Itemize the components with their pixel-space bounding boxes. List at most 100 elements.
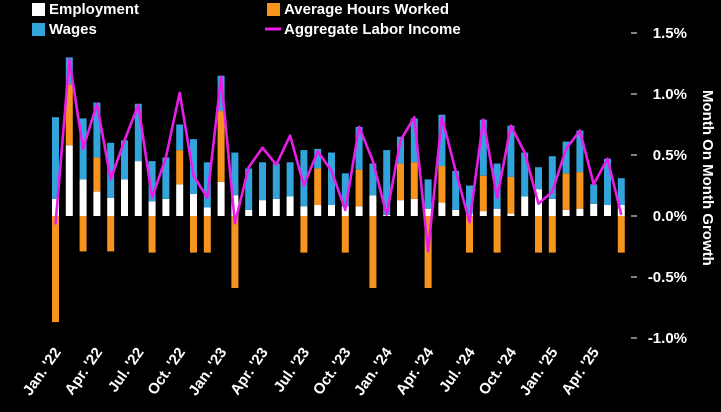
bar-wages-29 — [452, 170, 460, 210]
bar-employment-29 — [452, 209, 460, 216]
bar-wages-38 — [576, 130, 584, 173]
bar-wages-37 — [562, 141, 570, 174]
bar-average-hours-worked-32 — [493, 216, 501, 253]
x-tick-label-12: Jan. '25 — [516, 345, 561, 399]
y-tick-label-0: 1.5% — [653, 25, 687, 42]
bar-wages-9 — [176, 124, 184, 151]
bar-average-hours-worked-35 — [535, 216, 542, 253]
bar-wages-12 — [217, 75, 225, 112]
bar-employment-10 — [190, 194, 197, 216]
bar-employment-1 — [65, 145, 73, 216]
bar-average-hours-worked-25 — [397, 163, 404, 201]
bar-wages-20 — [328, 152, 335, 206]
x-tick-label-8: Jan. '24 — [351, 344, 397, 399]
bar-wages-32 — [493, 163, 501, 209]
line-aggregate-labor-income — [54, 58, 623, 253]
bar-average-hours-worked-36 — [548, 216, 556, 253]
y-tick-label-3: 0.0% — [653, 208, 687, 225]
bar-employment-32 — [493, 208, 501, 216]
bar-wages-14 — [245, 168, 253, 210]
bar-wages-15 — [259, 162, 266, 201]
bar-wages-13 — [231, 152, 239, 196]
bar-wages-16 — [272, 163, 280, 199]
bar-employment-4 — [107, 197, 115, 216]
bar-wages-8 — [162, 157, 170, 199]
legend-label-wages: Wages — [49, 21, 97, 38]
bar-wages-22 — [355, 126, 363, 170]
x-tick-label-11: Oct. '24 — [476, 344, 521, 398]
bar-average-hours-worked-4 — [107, 216, 115, 252]
bar-employment-40 — [604, 205, 611, 216]
legend-label-employment: Employment — [49, 1, 139, 18]
bar-average-hours-worked-1 — [65, 84, 73, 146]
bar-wages-17 — [286, 162, 294, 197]
bar-average-hours-worked-18 — [300, 216, 308, 253]
bar-employment-9 — [176, 184, 184, 216]
bar-employment-37 — [562, 209, 570, 216]
bar-average-hours-worked-7 — [148, 216, 156, 253]
bar-employment-28 — [438, 202, 446, 216]
bar-employment-12 — [217, 181, 225, 216]
x-tick-label-2: Jul. '22 — [105, 345, 148, 396]
x-tick-label-4: Jan. '23 — [185, 345, 230, 399]
bar-wages-18 — [300, 150, 308, 207]
bar-average-hours-worked-21 — [341, 216, 349, 253]
bar-average-hours-worked-10 — [190, 216, 197, 253]
bar-wages-33 — [507, 125, 515, 177]
bars-layer — [52, 57, 625, 323]
x-tick-label-10: Jul. '24 — [436, 344, 479, 395]
bar-wages-19 — [314, 148, 322, 169]
bar-employment-3 — [93, 191, 101, 216]
bar-employment-11 — [203, 207, 211, 216]
bar-employment-23 — [369, 195, 377, 216]
bar-employment-34 — [521, 196, 529, 216]
bar-employment-39 — [590, 203, 598, 216]
bar-employment-26 — [410, 198, 418, 216]
bar-employment-8 — [162, 198, 170, 216]
bar-employment-20 — [328, 205, 335, 216]
bar-employment-0 — [52, 198, 59, 216]
x-tick-label-6: Jul. '23 — [270, 345, 313, 396]
bar-employment-36 — [548, 198, 556, 216]
y-tick-label-1: 1.0% — [653, 86, 687, 103]
bar-wages-30 — [466, 185, 473, 214]
bar-employment-18 — [300, 206, 308, 216]
bar-wages-25 — [397, 136, 404, 164]
x-tick-label-9: Apr. '24 — [393, 344, 438, 398]
y-tick-label-4: -0.5% — [648, 269, 687, 286]
bar-employment-22 — [355, 206, 363, 216]
bar-employment-25 — [397, 200, 404, 216]
bar-employment-5 — [121, 179, 128, 216]
bar-wages-0 — [52, 117, 59, 199]
bar-employment-13 — [231, 195, 239, 216]
bar-wages-39 — [590, 184, 598, 204]
bar-employment-17 — [286, 196, 294, 216]
bar-wages-24 — [383, 150, 391, 215]
bar-wages-27 — [424, 179, 432, 209]
bar-average-hours-worked-22 — [355, 169, 363, 207]
bar-employment-14 — [245, 209, 253, 216]
y-tick-label-2: 0.5% — [653, 147, 687, 164]
bar-wages-6 — [134, 103, 142, 162]
bar-wages-34 — [521, 152, 529, 197]
y-axis-label: Month On Month Growth — [699, 90, 716, 266]
bar-wages-41 — [617, 178, 625, 206]
bar-wages-28 — [438, 114, 446, 166]
bar-wages-5 — [121, 140, 128, 180]
bar-average-hours-worked-30 — [466, 216, 473, 253]
bar-wages-21 — [341, 173, 349, 207]
bar-average-hours-worked-19 — [314, 168, 322, 206]
bar-average-hours-worked-41 — [617, 216, 625, 253]
bar-employment-33 — [507, 213, 515, 216]
legend-swatch-wages — [32, 23, 45, 36]
legend-label-aggregate-labor-income: Aggregate Labor Income — [284, 21, 461, 38]
legend-swatch-average-hours-worked — [267, 3, 280, 16]
bar-average-hours-worked-13 — [231, 216, 239, 288]
x-tick-label-0: Jan. '22 — [20, 345, 65, 399]
bar-average-hours-worked-0 — [52, 216, 59, 323]
bar-employment-2 — [79, 179, 87, 216]
x-tick-label-5: Apr. '23 — [227, 345, 272, 399]
bar-wages-4 — [107, 142, 115, 198]
y-axis: 1.5% 1.0% 0.5% 0.0% -0.5% -1.0% — [631, 25, 687, 347]
